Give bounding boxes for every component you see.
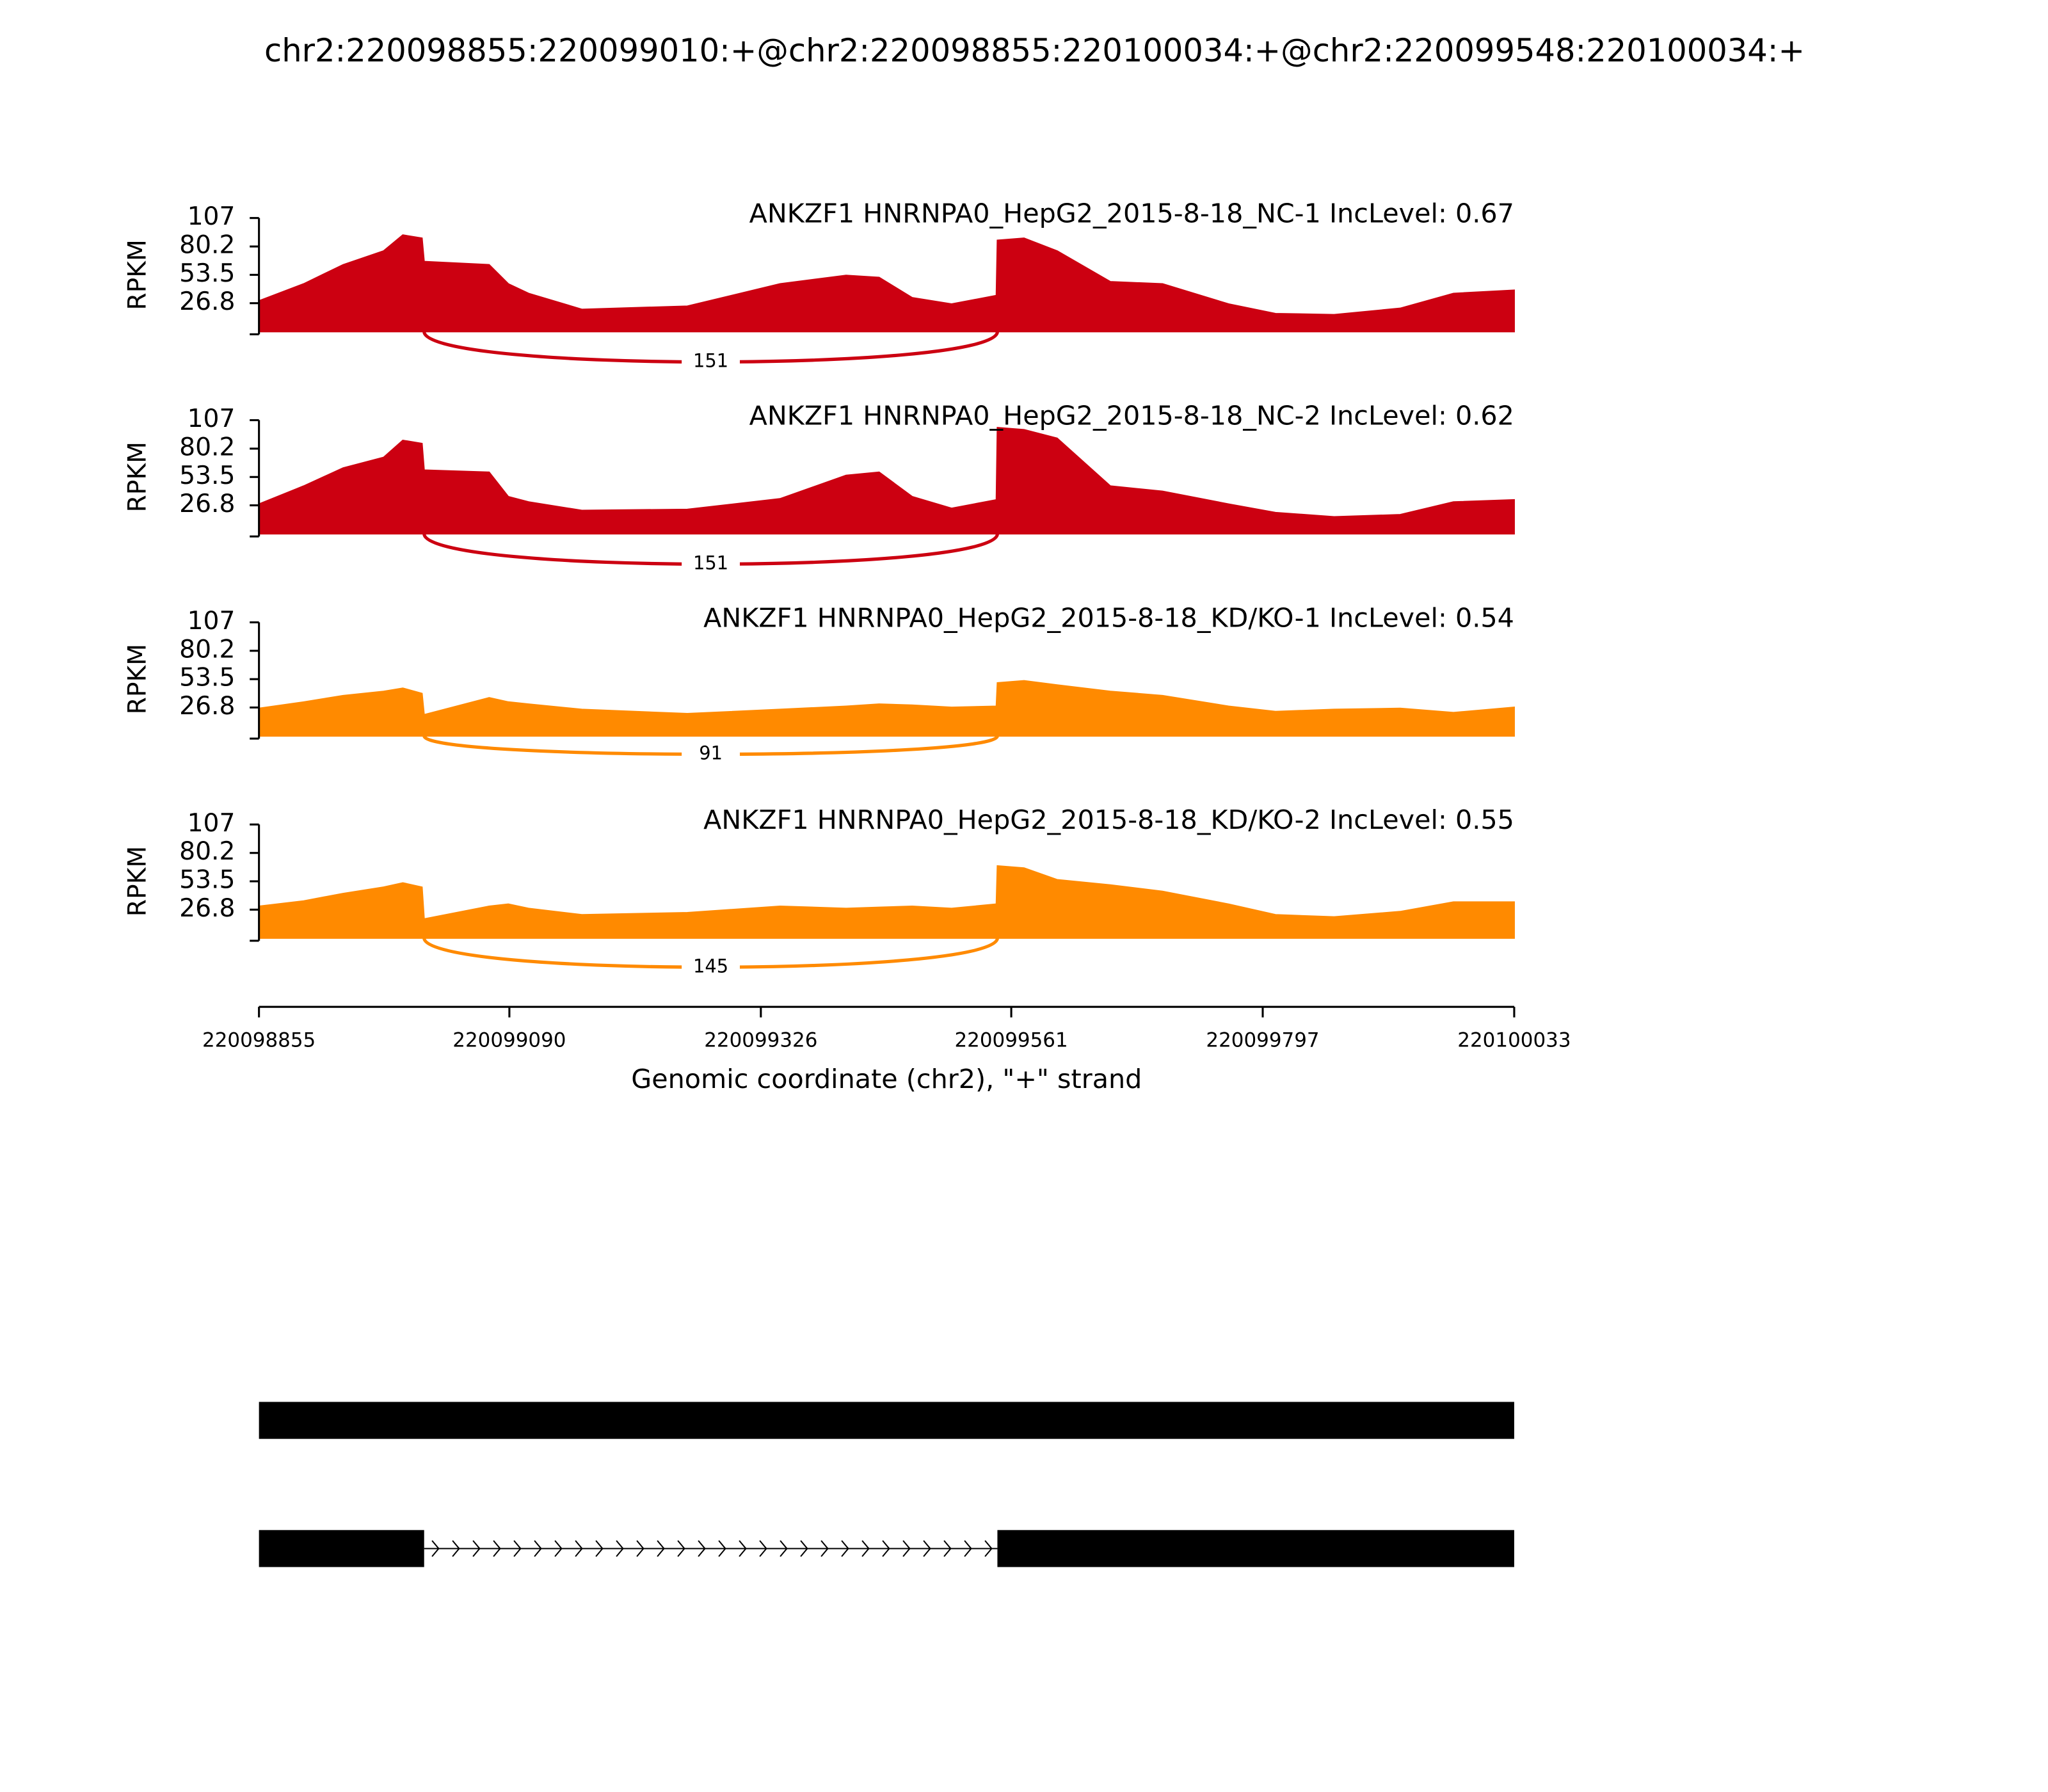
- x-tick-label: 220099326: [704, 1028, 817, 1052]
- intron-arrow: [800, 1540, 808, 1557]
- intron-arrow: [493, 1540, 501, 1557]
- y-tick-label: 107: [188, 607, 236, 636]
- junction-label: 145: [693, 955, 728, 977]
- junction-label: 151: [693, 552, 728, 574]
- x-axis-label: Genomic coordinate (chr2), "+" strand: [631, 1064, 1142, 1094]
- y-tick-label: 26.8: [179, 894, 235, 923]
- y-tick-label: 107: [188, 404, 236, 433]
- y-tick-label: 53.5: [179, 461, 235, 490]
- track-title: ANKZF1 HNRNPA0_HepG2_2015-8-18_NC-1 IncL…: [749, 198, 1514, 229]
- exon: [259, 1402, 1514, 1439]
- y-tick-label: 26.8: [179, 287, 235, 316]
- junction-label: 151: [693, 350, 728, 372]
- exon: [997, 1530, 1514, 1567]
- intron-arrow: [923, 1540, 931, 1557]
- coverage-area: [258, 427, 1515, 535]
- intron-arrow: [820, 1540, 829, 1557]
- intron-arrow: [554, 1540, 563, 1557]
- intron-arrow: [431, 1540, 440, 1557]
- intron-arrow: [861, 1540, 870, 1557]
- junction-label-box: [682, 742, 740, 767]
- intron-arrow: [595, 1540, 604, 1557]
- intron-arrow: [841, 1540, 849, 1557]
- y-axis-label: RPKM: [123, 644, 152, 714]
- coverage-area: [258, 680, 1515, 737]
- y-tick-label: 53.5: [179, 866, 235, 895]
- intron-arrow: [575, 1540, 583, 1557]
- track-title: ANKZF1 HNRNPA0_HepG2_2015-8-18_KD/KO-1 I…: [703, 602, 1514, 633]
- intron-arrow: [984, 1540, 993, 1557]
- intron-arrow: [698, 1540, 706, 1557]
- intron-arrow: [902, 1540, 911, 1557]
- track-title: ANKZF1 HNRNPA0_HepG2_2015-8-18_NC-2 IncL…: [749, 400, 1514, 431]
- y-tick-label: 80.2: [179, 231, 235, 260]
- intron-arrow: [943, 1540, 952, 1557]
- y-tick-label: 53.5: [179, 259, 235, 288]
- intron-arrow: [759, 1540, 767, 1557]
- junction-label-box: [682, 955, 740, 979]
- x-tick-label: 220098855: [202, 1028, 316, 1052]
- coverage-area: [258, 234, 1515, 333]
- intron-arrow: [657, 1540, 665, 1557]
- y-axis-label: RPKM: [123, 442, 152, 512]
- track-title: ANKZF1 HNRNPA0_HepG2_2015-8-18_KD/KO-2 I…: [703, 804, 1514, 835]
- intron-arrow: [964, 1540, 972, 1557]
- y-tick-label: 80.2: [179, 433, 235, 461]
- intron-arrow: [534, 1540, 542, 1557]
- y-tick-label: 53.5: [179, 664, 235, 692]
- intron-arrow: [452, 1540, 460, 1557]
- y-tick-label: 26.8: [179, 490, 235, 518]
- x-tick-label: 220099797: [1206, 1028, 1319, 1052]
- intron-arrow: [780, 1540, 788, 1557]
- intron-arrow: [616, 1540, 624, 1557]
- intron-arrow: [739, 1540, 747, 1557]
- junction-label-box: [682, 552, 740, 577]
- intron-arrow: [882, 1540, 890, 1557]
- y-axis-label: RPKM: [123, 846, 152, 916]
- intron-arrow: [636, 1540, 644, 1557]
- y-tick-label: 107: [188, 202, 236, 231]
- y-axis-label: RPKM: [123, 239, 152, 310]
- y-tick-label: 26.8: [179, 692, 235, 721]
- intron-arrow: [513, 1540, 522, 1557]
- x-tick-label: 220100033: [1457, 1028, 1571, 1052]
- y-tick-label: 80.2: [179, 635, 235, 664]
- junction-label: 91: [699, 742, 723, 764]
- x-tick-label: 220099090: [452, 1028, 566, 1052]
- x-tick-label: 220099561: [954, 1028, 1068, 1052]
- figure-title: chr2:220098855:220099010:+@chr2:22009885…: [264, 32, 1805, 69]
- coverage-area: [258, 865, 1515, 939]
- junction-label-box: [682, 350, 740, 374]
- y-tick-label: 107: [188, 809, 236, 838]
- y-tick-label: 80.2: [179, 837, 235, 866]
- exon: [259, 1530, 424, 1567]
- intron-arrow: [472, 1540, 481, 1557]
- intron-arrow: [677, 1540, 685, 1557]
- intron-arrow: [718, 1540, 726, 1557]
